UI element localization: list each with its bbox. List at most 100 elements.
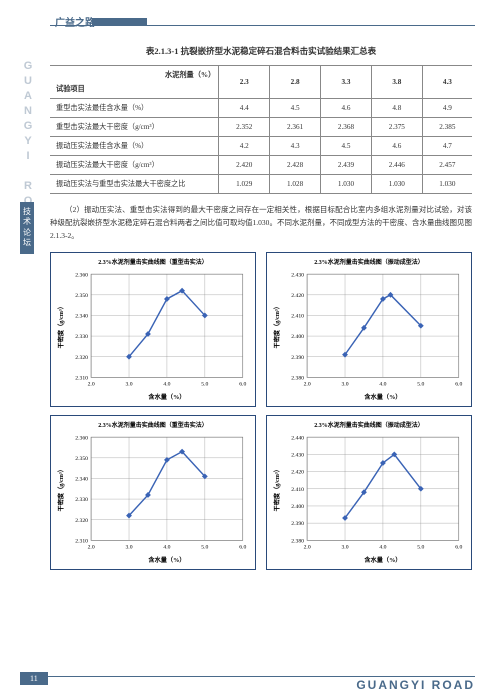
svg-text:2.0: 2.0	[304, 545, 311, 551]
cell-value: 4.5	[321, 137, 372, 156]
chart-cell: 2.3%水泥剂量击实曲线图（重型击实法）2.03.04.05.06.02.310…	[50, 252, 256, 407]
svg-text:5.0: 5.0	[417, 545, 424, 551]
page-number: 11	[20, 672, 48, 685]
cell-value: 1.030	[371, 175, 422, 194]
svg-text:2.430: 2.430	[291, 453, 304, 459]
svg-text:5.0: 5.0	[201, 545, 208, 551]
cell-value: 4.8	[371, 99, 422, 118]
svg-text:6.0: 6.0	[455, 382, 462, 388]
svg-text:6.0: 6.0	[239, 382, 246, 388]
svg-text:含水量（%）: 含水量（%）	[364, 556, 401, 564]
header-brand: 广益之路	[55, 14, 95, 29]
dose-col: 3.3	[321, 66, 372, 99]
chart-title: 2.3%水泥剂量击实曲线图（重型击实法）	[55, 257, 251, 266]
chart-title: 2.3%水泥剂量击实曲线图（振动成型法）	[271, 257, 467, 266]
chart-svg: 2.03.04.05.06.02.3802.3902.4002.4102.420…	[271, 431, 467, 565]
chart-title: 2.3%水泥剂量击实曲线图（重型击实法）	[55, 420, 251, 429]
cell-value: 4.5	[270, 99, 321, 118]
svg-text:2.310: 2.310	[75, 376, 88, 382]
chart-cell: 2.3%水泥剂量击实曲线图（振动成型法） 2.0 3.0 4.0 5.0 6.0 2.380…	[266, 415, 472, 570]
svg-text:5.0: 5.0	[417, 382, 424, 388]
svg-text:3.0: 3.0	[125, 545, 132, 551]
svg-text:干密度（g/cm³）: 干密度（g/cm³）	[57, 303, 65, 348]
svg-text:2.320: 2.320	[75, 518, 88, 524]
svg-text:干密度（g/cm³）: 干密度（g/cm³）	[57, 466, 65, 511]
svg-text:3.0: 3.0	[125, 382, 132, 388]
row-label: 重型击实法最佳含水量（%）	[50, 99, 219, 118]
dose-col: 4.3	[422, 66, 472, 99]
svg-text:2.420: 2.420	[291, 470, 304, 476]
chart-svg: 2.03.04.05.06.02.3102.3202.3302.3402.350…	[55, 268, 251, 402]
svg-text:含水量（%）: 含水量（%）	[148, 556, 185, 564]
svg-text:2.400: 2.400	[291, 504, 304, 510]
cell-value: 2.457	[422, 156, 472, 175]
cell-value: 2.420	[219, 156, 270, 175]
row-label: 振动压实法与重型击实法最大干密度之比	[50, 175, 219, 194]
svg-text:2.400: 2.400	[291, 334, 304, 340]
table-row: 振动压实法最大干密度（g/cm³）2.4202.4282.4392.4462.4…	[50, 156, 472, 175]
cell-value: 2.439	[321, 156, 372, 175]
svg-text:2.330: 2.330	[75, 497, 88, 503]
svg-text:2.430: 2.430	[291, 273, 304, 279]
svg-text:2.440: 2.440	[291, 436, 304, 442]
cell-value: 4.2	[219, 137, 270, 156]
svg-text:2.390: 2.390	[291, 522, 304, 528]
svg-text:5.0: 5.0	[201, 382, 208, 388]
dose-header-top: 水泥剂量（%）	[56, 70, 215, 80]
chart-title: 2.3%水泥剂量击实曲线图（振动成型法）	[271, 420, 467, 429]
cell-value: 1.030	[422, 175, 472, 194]
svg-text:4.0: 4.0	[163, 382, 170, 388]
cell-value: 2.368	[321, 118, 372, 137]
svg-text:6.0: 6.0	[239, 545, 246, 551]
svg-text:3.0: 3.0	[341, 545, 348, 551]
svg-text:2.390: 2.390	[291, 355, 304, 361]
svg-text:6.0: 6.0	[455, 545, 462, 551]
svg-text:2.360: 2.360	[75, 436, 88, 442]
cell-value: 2.352	[219, 118, 270, 137]
svg-text:干密度（g/cm³）: 干密度（g/cm³）	[273, 303, 281, 348]
dose-col: 3.8	[371, 66, 422, 99]
svg-text:2.350: 2.350	[75, 456, 88, 462]
svg-text:含水量（%）: 含水量（%）	[148, 393, 185, 401]
svg-text:2.340: 2.340	[75, 314, 88, 320]
row-label: 振动压实法最佳含水量（%）	[50, 137, 219, 156]
cell-value: 2.446	[371, 156, 422, 175]
dose-header-bottom: 试验项目	[56, 84, 215, 94]
svg-text:干密度（g/cm³）: 干密度（g/cm³）	[273, 466, 281, 511]
chart-svg: 2.03.04.05.06.02.3102.3202.3302.3402.350…	[55, 431, 251, 565]
analysis-paragraph: （2）振动压实法、重型击实法得到的最大干密度之间存在一定相关性，根据目标配合比室…	[50, 204, 472, 242]
cell-value: 1.030	[321, 175, 372, 194]
svg-text:4.0: 4.0	[379, 545, 386, 551]
svg-text:2.330: 2.330	[75, 334, 88, 340]
svg-text:2.380: 2.380	[291, 539, 304, 545]
svg-text:4.0: 4.0	[379, 382, 386, 388]
side-tab: 技术论坛	[20, 202, 34, 254]
table-row: 重型击实法最佳含水量（%）4.44.54.64.84.9	[50, 99, 472, 118]
cell-value: 1.028	[270, 175, 321, 194]
header-rule	[50, 25, 475, 26]
row-label: 重型击实法最大干密度（g/cm³）	[50, 118, 219, 137]
table-row: 振动压实法与重型击实法最大干密度之比1.0291.0281.0301.0301.…	[50, 175, 472, 194]
svg-text:2.380: 2.380	[291, 376, 304, 382]
svg-text:2.310: 2.310	[75, 539, 88, 545]
svg-text:2.410: 2.410	[291, 314, 304, 320]
svg-text:2.0: 2.0	[88, 545, 95, 551]
cell-value: 4.6	[371, 137, 422, 156]
row-label: 振动压实法最大干密度（g/cm³）	[50, 156, 219, 175]
chart-cell: 2.3%水泥剂量击实曲线图（振动成型法）2.03.04.05.06.02.380…	[266, 252, 472, 407]
header-accent	[92, 18, 147, 25]
svg-text:2.320: 2.320	[75, 355, 88, 361]
cell-value: 4.3	[270, 137, 321, 156]
svg-text:2.350: 2.350	[75, 293, 88, 299]
cell-value: 2.375	[371, 118, 422, 137]
svg-text:4.0: 4.0	[163, 545, 170, 551]
svg-text:3.0: 3.0	[341, 382, 348, 388]
cell-value: 4.4	[219, 99, 270, 118]
svg-text:2.360: 2.360	[75, 273, 88, 279]
cell-value: 2.385	[422, 118, 472, 137]
table-row: 重型击实法最大干密度（g/cm³）2.3522.3612.3682.3752.3…	[50, 118, 472, 137]
chart-cell: 2.3%水泥剂量击实曲线图（重型击实法） 2.0 3.0 4.0 5.0 6.0 2.310…	[50, 415, 256, 570]
content-area: 表2.1.3-1 抗裂嵌挤型水泥稳定碎石混合料击实试验结果汇总表 水泥剂量（%）…	[50, 45, 472, 570]
cell-value: 1.029	[219, 175, 270, 194]
results-table: 水泥剂量（%） 试验项目 2.3 2.8 3.3 3.8 4.3 重型击实法最佳…	[50, 65, 472, 194]
